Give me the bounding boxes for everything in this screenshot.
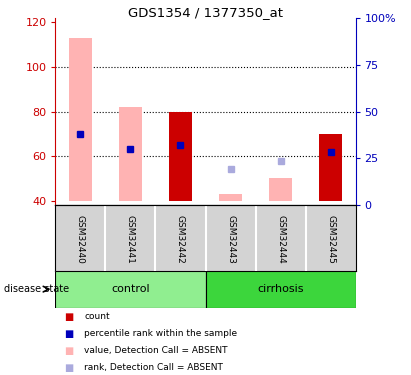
Text: ■: ■ xyxy=(64,329,73,339)
Text: GSM32440: GSM32440 xyxy=(76,215,85,264)
Bar xyxy=(55,271,206,308)
Text: value, Detection Call = ABSENT: value, Detection Call = ABSENT xyxy=(84,346,228,355)
Bar xyxy=(206,271,356,308)
Text: GSM32442: GSM32442 xyxy=(176,215,185,264)
Text: control: control xyxy=(111,284,150,294)
Text: rank, Detection Call = ABSENT: rank, Detection Call = ABSENT xyxy=(84,363,223,372)
Text: GSM32445: GSM32445 xyxy=(326,215,335,264)
Text: ■: ■ xyxy=(64,346,73,355)
Text: GSM32444: GSM32444 xyxy=(276,215,285,264)
Text: GSM32443: GSM32443 xyxy=(226,215,235,264)
Text: ■: ■ xyxy=(64,312,73,322)
Bar xyxy=(319,134,342,201)
Text: count: count xyxy=(84,312,110,321)
Text: disease state: disease state xyxy=(4,284,69,294)
Text: GSM32441: GSM32441 xyxy=(126,215,135,264)
Bar xyxy=(119,107,142,201)
Bar xyxy=(169,112,192,201)
Text: cirrhosis: cirrhosis xyxy=(257,284,304,294)
Bar xyxy=(219,194,242,201)
Bar xyxy=(269,178,292,201)
Bar xyxy=(69,38,92,201)
Text: percentile rank within the sample: percentile rank within the sample xyxy=(84,329,238,338)
Text: ■: ■ xyxy=(64,363,73,372)
Text: GDS1354 / 1377350_at: GDS1354 / 1377350_at xyxy=(128,6,283,19)
